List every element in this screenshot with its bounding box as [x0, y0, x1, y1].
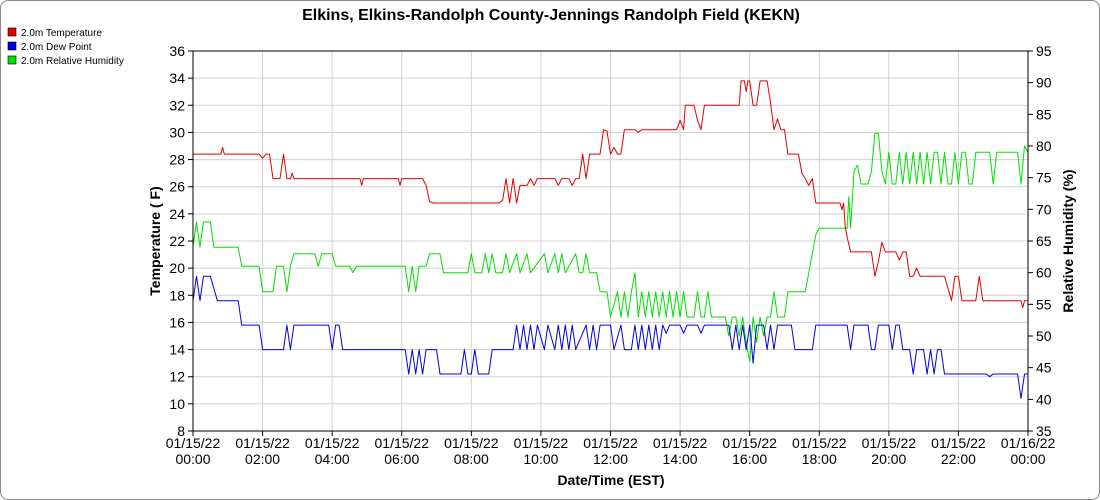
left-axis-ticks: 8 10 12 14 16 18 20 22 24 26 28 30 32 34 36	[169, 43, 193, 439]
legend-label: 2.0m Relative Humidity	[21, 56, 124, 67]
x-axis-ticks: 01/15/2200:0001/15/2202:0001/15/2204:000…	[166, 431, 1056, 467]
y2-tick-label: 40	[1036, 391, 1052, 407]
y2-tick-label: 80	[1036, 138, 1052, 154]
y-tick-label: 30	[169, 124, 185, 140]
x-tick-time: 16:00	[732, 451, 767, 467]
chart-title: Elkins, Elkins-Randolph County-Jennings …	[302, 7, 800, 24]
x-tick-date: 01/15/22	[583, 435, 638, 451]
legend-label: 2.0m Dew Point	[21, 42, 92, 53]
right-axis-ticks: 35 40 45 50 55 60 65 70 75 80 85 90 95	[1028, 43, 1052, 439]
x-tick-date: 01/15/22	[514, 435, 569, 451]
y2-tick-label: 60	[1036, 265, 1052, 281]
x-tick-time: 04:00	[315, 451, 350, 467]
y-tick-label: 34	[169, 70, 185, 86]
legend: 2.0m Temperature 2.0m Dew Point 2.0m Relat…	[7, 27, 124, 67]
x-tick-date: 01/15/22	[931, 435, 986, 451]
x-tick-date: 01/15/22	[444, 435, 499, 451]
x-axis-label: Date/Time (EST)	[557, 472, 664, 488]
y-tick-label: 36	[169, 43, 185, 59]
x-tick-time: 06:00	[384, 451, 419, 467]
y-tick-label: 24	[169, 206, 185, 222]
legend-item: 2.0m Dew Point	[7, 41, 92, 53]
x-tick-date: 01/15/22	[166, 435, 221, 451]
x-tick-time: 20:00	[871, 451, 906, 467]
y-tick-label: 14	[169, 342, 185, 358]
y2-tick-label: 70	[1036, 201, 1052, 217]
x-tick-time: 00:00	[175, 451, 210, 467]
legend-item: 2.0m Relative Humidity	[7, 55, 124, 67]
grid	[193, 51, 1028, 431]
y-tick-label: 28	[169, 152, 185, 168]
x-tick-date: 01/15/22	[375, 435, 430, 451]
y-tick-label: 22	[169, 233, 185, 249]
y-axis-label: Temperature ( F)	[147, 186, 163, 295]
y-tick-label: 10	[169, 396, 185, 412]
x-tick-date: 01/15/22	[305, 435, 360, 451]
x-tick-date: 01/15/22	[862, 435, 917, 451]
y-tick-label: 32	[169, 97, 185, 113]
x-tick-date: 01/15/22	[653, 435, 708, 451]
y2-axis-label: Relative Humidity (%)	[1060, 169, 1076, 312]
series-layer	[192, 80, 1029, 399]
legend-swatch	[7, 55, 17, 65]
series-line-2-0m-dew-point	[192, 275, 1028, 399]
y-tick-label: 12	[169, 369, 185, 385]
x-tick-time: 18:00	[802, 451, 837, 467]
legend-swatch	[7, 41, 17, 51]
y-tick-label: 18	[169, 287, 185, 303]
x-tick-time: 12:00	[593, 451, 628, 467]
y2-tick-label: 50	[1036, 328, 1052, 344]
legend-swatch	[7, 27, 17, 37]
series-line-2-0m-relative-humidity	[192, 132, 1029, 362]
y2-tick-label: 35	[1036, 423, 1052, 439]
y-tick-label: 26	[169, 179, 185, 195]
x-tick-time: 22:00	[941, 451, 976, 467]
x-tick-time: 08:00	[454, 451, 489, 467]
y2-tick-label: 75	[1036, 170, 1052, 186]
y2-tick-label: 65	[1036, 233, 1052, 249]
y2-tick-label: 45	[1036, 360, 1052, 376]
x-tick-date: 01/15/22	[235, 435, 290, 451]
x-tick-time: 00:00	[1010, 451, 1045, 467]
y2-tick-label: 95	[1036, 43, 1052, 59]
x-tick-date: 01/16/22	[1001, 435, 1056, 451]
y-tick-label: 20	[169, 260, 185, 276]
y2-tick-label: 55	[1036, 296, 1052, 312]
x-tick-time: 14:00	[663, 451, 698, 467]
x-tick-date: 01/15/22	[792, 435, 847, 451]
y2-tick-label: 85	[1036, 106, 1052, 122]
x-tick-time: 10:00	[523, 451, 558, 467]
legend-label: 2.0m Temperature	[21, 28, 102, 39]
x-tick-time: 02:00	[245, 451, 280, 467]
legend-item: 2.0m Temperature	[7, 27, 102, 39]
x-tick-date: 01/15/22	[722, 435, 777, 451]
series-line-2-0m-temperature	[193, 80, 1028, 308]
y-tick-label: 8	[177, 423, 185, 439]
y-tick-label: 16	[169, 314, 185, 330]
y2-tick-label: 90	[1036, 75, 1052, 91]
